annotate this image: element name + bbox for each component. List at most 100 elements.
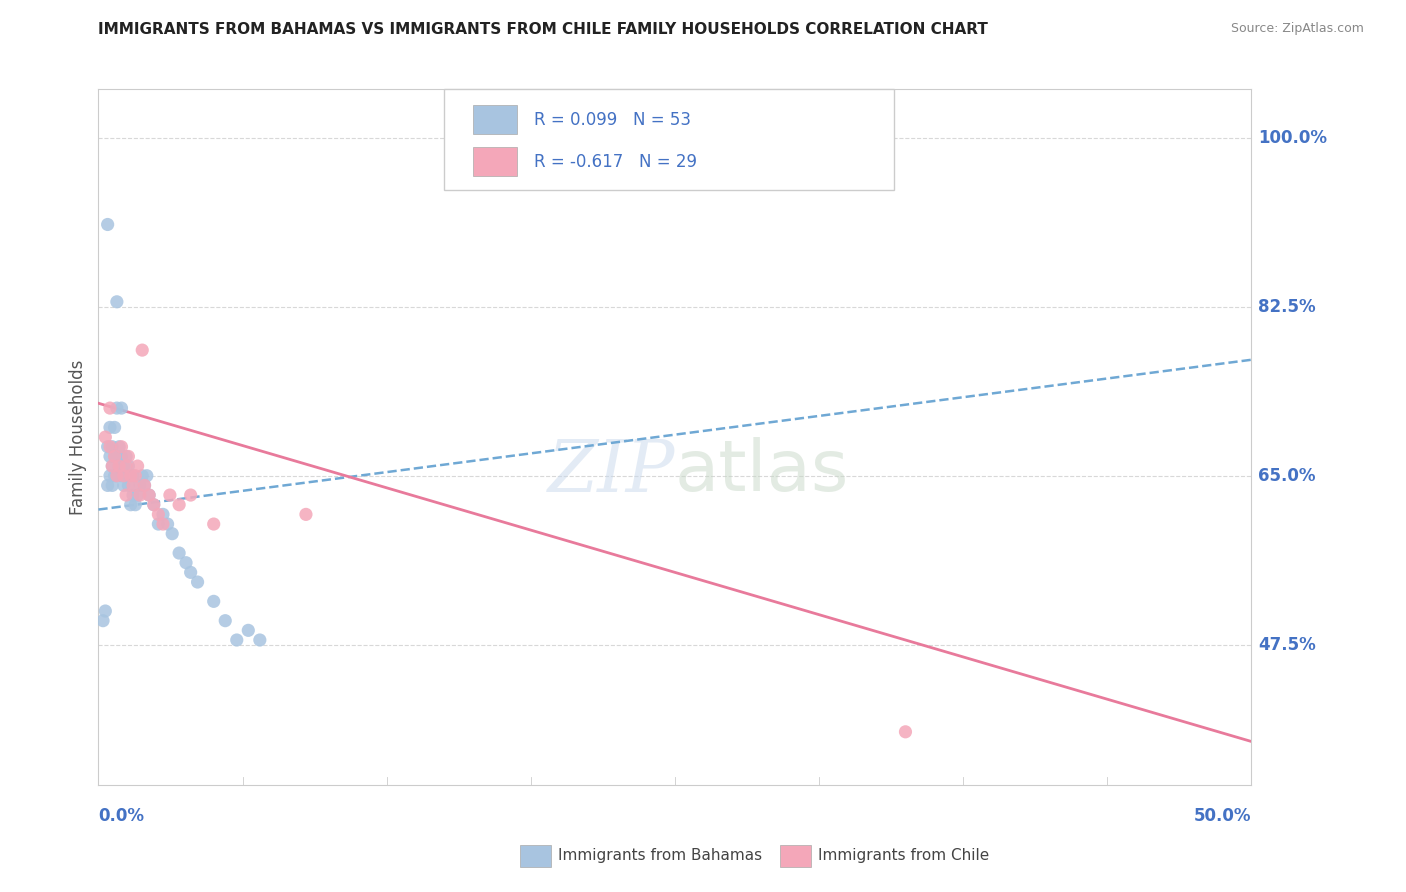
Text: IMMIGRANTS FROM BAHAMAS VS IMMIGRANTS FROM CHILE FAMILY HOUSEHOLDS CORRELATION C: IMMIGRANTS FROM BAHAMAS VS IMMIGRANTS FR…	[98, 22, 988, 37]
Point	[108, 440, 131, 454]
Point	[105, 294, 128, 309]
Text: atlas: atlas	[675, 437, 849, 507]
Point	[127, 458, 149, 473]
Point	[129, 478, 152, 492]
Point	[159, 488, 181, 502]
Point	[120, 468, 142, 483]
Point	[295, 508, 318, 522]
Point	[180, 566, 202, 580]
Point	[112, 478, 135, 492]
Point	[152, 508, 174, 522]
Point	[122, 488, 145, 502]
Point	[105, 468, 128, 483]
Point	[98, 420, 121, 434]
Text: 65.0%: 65.0%	[1258, 467, 1316, 484]
Point	[142, 498, 165, 512]
Point	[142, 498, 165, 512]
Text: 50.0%: 50.0%	[1194, 807, 1251, 825]
Point	[138, 488, 160, 502]
Point	[103, 450, 125, 464]
Point	[108, 458, 131, 473]
Point	[105, 401, 128, 415]
Point	[122, 468, 145, 483]
Point	[112, 458, 135, 473]
Point	[148, 508, 170, 522]
Point	[120, 498, 142, 512]
Point	[127, 488, 149, 502]
Point	[115, 488, 138, 502]
Point	[148, 516, 170, 531]
Point	[122, 478, 145, 492]
Point	[134, 478, 156, 492]
Point	[117, 458, 139, 473]
Y-axis label: Family Households: Family Households	[69, 359, 87, 515]
Point	[249, 633, 271, 648]
Point	[91, 614, 114, 628]
FancyBboxPatch shape	[472, 105, 517, 135]
Point	[174, 556, 197, 570]
Point	[98, 440, 121, 454]
Point	[101, 458, 124, 473]
Point	[131, 343, 153, 357]
Point	[124, 498, 146, 512]
Point	[167, 498, 190, 512]
Point	[131, 468, 153, 483]
Point	[98, 450, 121, 464]
Point	[138, 488, 160, 502]
Point	[98, 401, 121, 415]
Point	[98, 468, 121, 483]
Point	[180, 488, 202, 502]
Point	[115, 458, 138, 473]
Point	[187, 574, 209, 589]
Point	[160, 526, 183, 541]
Point	[97, 218, 120, 232]
Point	[202, 516, 225, 531]
Point	[225, 633, 247, 648]
Point	[117, 478, 139, 492]
Point	[167, 546, 190, 560]
Point	[94, 430, 117, 444]
Point	[97, 478, 120, 492]
Point	[110, 401, 132, 415]
Point	[129, 488, 152, 502]
Point	[202, 594, 225, 608]
Point	[238, 624, 260, 638]
Point	[156, 516, 179, 531]
Point	[105, 468, 128, 483]
Point	[103, 468, 125, 483]
Point	[214, 614, 236, 628]
Point	[117, 450, 139, 464]
Text: R = 0.099   N = 53: R = 0.099 N = 53	[534, 111, 692, 128]
Text: Source: ZipAtlas.com: Source: ZipAtlas.com	[1230, 22, 1364, 36]
Point	[103, 420, 125, 434]
Text: 0.0%: 0.0%	[98, 807, 145, 825]
Text: 47.5%: 47.5%	[1258, 636, 1316, 654]
Point	[94, 604, 117, 618]
FancyBboxPatch shape	[444, 89, 894, 190]
Point	[110, 468, 132, 483]
Point	[97, 440, 120, 454]
Point	[135, 468, 157, 483]
Point	[103, 450, 125, 464]
Point	[894, 724, 917, 739]
Text: 100.0%: 100.0%	[1258, 128, 1327, 146]
Point	[115, 450, 138, 464]
Point	[110, 440, 132, 454]
Text: Immigrants from Bahamas: Immigrants from Bahamas	[558, 848, 762, 863]
Text: ZIP: ZIP	[547, 436, 675, 508]
Text: R = -0.617   N = 29: R = -0.617 N = 29	[534, 153, 697, 170]
FancyBboxPatch shape	[472, 147, 517, 177]
Point	[134, 478, 156, 492]
Text: 82.5%: 82.5%	[1258, 298, 1316, 316]
Point	[110, 450, 132, 464]
Point	[108, 458, 131, 473]
Point	[152, 516, 174, 531]
Text: Immigrants from Chile: Immigrants from Chile	[818, 848, 990, 863]
Point	[112, 468, 135, 483]
Point	[101, 458, 124, 473]
Point	[115, 468, 138, 483]
Point	[105, 450, 128, 464]
Point	[124, 468, 146, 483]
Point	[101, 478, 124, 492]
Point	[101, 440, 124, 454]
